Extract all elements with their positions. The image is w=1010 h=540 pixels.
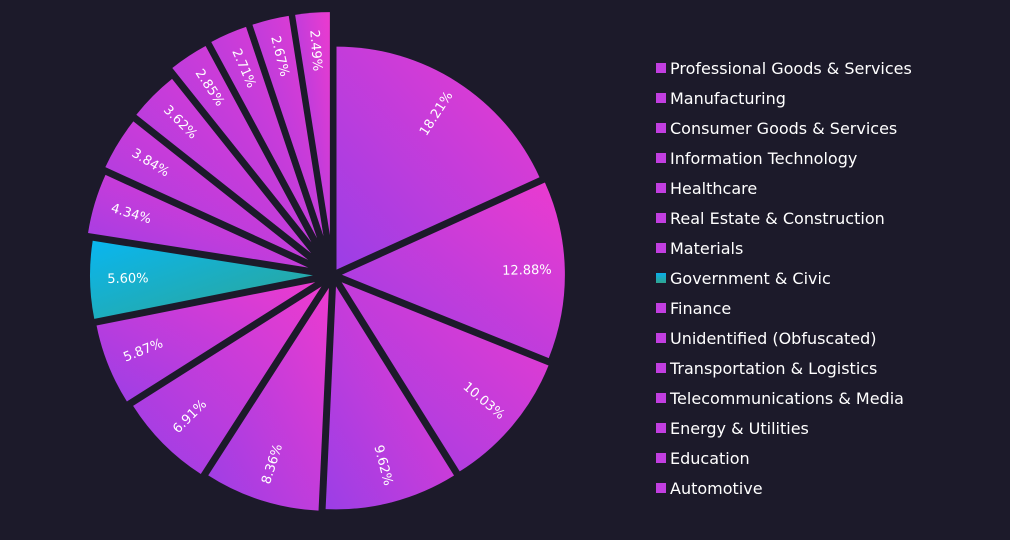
legend-swatch [656, 63, 666, 73]
legend-item-information-technology: Information Technology [656, 143, 912, 173]
legend-swatch [656, 183, 666, 193]
legend-swatch [656, 453, 666, 463]
legend-item-government-civic: Government & Civic [656, 263, 912, 293]
legend-swatch [656, 303, 666, 313]
legend-swatch [656, 363, 666, 373]
legend-swatch [656, 93, 666, 103]
pie-slice-healthcare [208, 287, 329, 511]
pie-slice-transportation-logistics [136, 78, 312, 254]
slice-label-automotive: 2.49% [306, 29, 324, 71]
pie-slice-consumer-goods-services [341, 282, 549, 472]
legend-label: Information Technology [670, 148, 858, 168]
legend-swatch [656, 123, 666, 133]
legend-swatch [656, 273, 666, 283]
legend-item-unidentified-obfuscated: Unidentified (Obfuscated) [656, 323, 912, 353]
legend-item-automotive: Automotive [656, 473, 912, 503]
pie-slice-government-civic [90, 240, 314, 319]
pie-slice-education [252, 15, 324, 237]
legend-item-manufacturing: Manufacturing [656, 83, 912, 113]
pie-slice-telecommunications-media [172, 46, 312, 243]
legend-swatch [656, 333, 666, 343]
legend-item-real-estate-construction: Real Estate & Construction [656, 203, 912, 233]
legend-label: Real Estate & Construction [670, 208, 885, 228]
pie-slices [88, 12, 565, 511]
legend-item-energy-utilities: Energy & Utilities [656, 413, 912, 443]
slice-label-manufacturing: 12.88% [502, 263, 552, 279]
legend-label: Energy & Utilities [670, 418, 809, 438]
legend-item-education: Education [656, 443, 912, 473]
legend-item-professional-goods-services: Professional Goods & Services [656, 53, 912, 83]
chart-legend: Professional Goods & Services Manufacturi… [656, 53, 912, 503]
legend-item-healthcare: Healthcare [656, 173, 912, 203]
legend-swatch [656, 483, 666, 493]
legend-label: Consumer Goods & Services [670, 118, 898, 138]
pie-slice-information-technology [325, 286, 455, 510]
legend-swatch [656, 423, 666, 433]
pie-slice-automotive [295, 12, 330, 236]
legend-label: Manufacturing [670, 88, 786, 108]
legend-swatch [656, 393, 666, 403]
legend-label: Finance [670, 298, 732, 318]
legend-item-finance: Finance [656, 293, 912, 323]
pie-slice-materials [96, 282, 316, 402]
legend-item-consumer-goods-services: Consumer Goods & Services [656, 113, 912, 143]
legend-label: Automotive [670, 478, 763, 498]
legend-label: Education [670, 448, 750, 468]
slice-label-government-civic: 5.60% [107, 271, 149, 287]
pie-slice-unidentified-obfuscated [105, 121, 309, 260]
legend-label: Materials [670, 238, 744, 258]
pie-slice-real-estate-construction [133, 286, 322, 474]
legend-label: Telecommunications & Media [670, 388, 904, 408]
legend-swatch [656, 213, 666, 223]
legend-label: Professional Goods & Services [670, 58, 912, 78]
legend-label: Transportation & Logistics [670, 358, 878, 378]
legend-swatch [656, 153, 666, 163]
legend-item-materials: Materials [656, 233, 912, 263]
legend-label: Unidentified (Obfuscated) [670, 328, 877, 348]
pie-slice-manufacturing [341, 182, 565, 359]
pie-slice-professional-goods-services [336, 46, 540, 270]
legend-item-telecommunications-media: Telecommunications & Media [656, 383, 912, 413]
legend-swatch [656, 243, 666, 253]
pie-slice-finance [88, 174, 309, 268]
legend-item-transportation-logistics: Transportation & Logistics [656, 353, 912, 383]
legend-label: Government & Civic [670, 268, 831, 288]
pie-slice-energy-utilities [211, 26, 318, 239]
legend-label: Healthcare [670, 178, 758, 198]
